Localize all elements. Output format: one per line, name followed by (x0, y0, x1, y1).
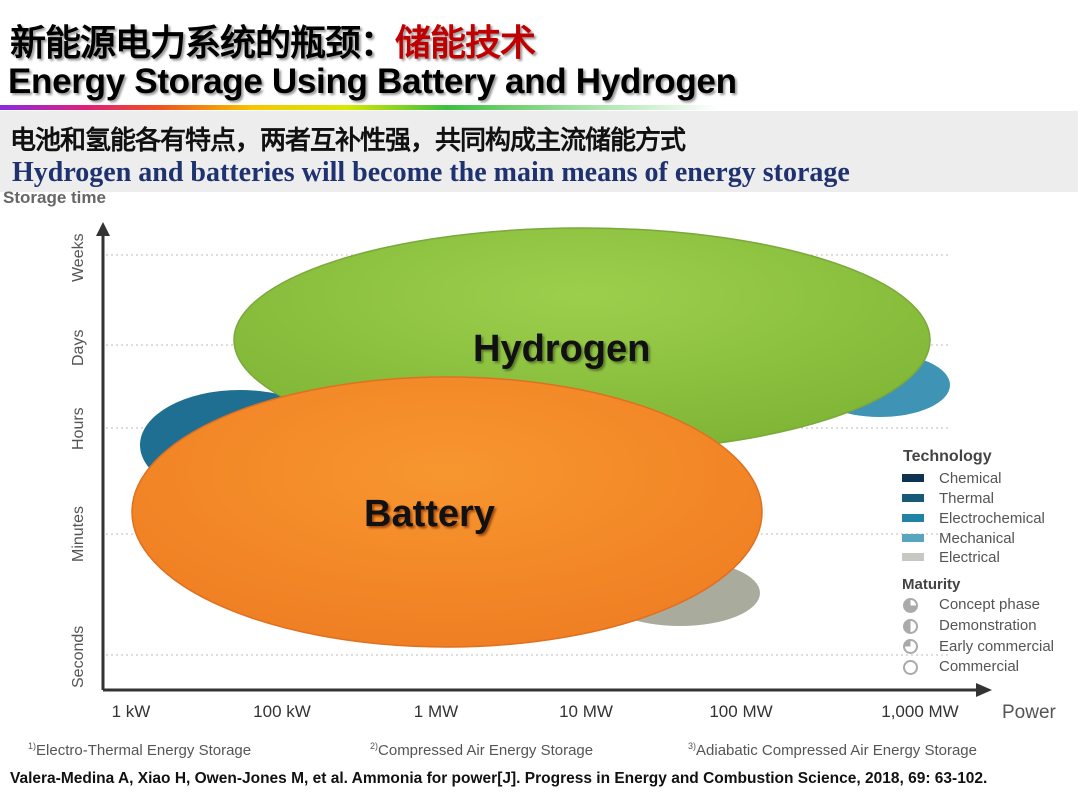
legend-item: Early commercial (939, 638, 1055, 655)
rainbow-divider (0, 105, 720, 110)
x-tick: 100 kW (253, 702, 311, 721)
footnote-num: 3) (688, 741, 697, 751)
battery-label: Battery (364, 493, 495, 535)
hydrogen-label: Hydrogen (473, 328, 651, 370)
y-tick-weeks: Weeks (70, 233, 87, 282)
legend-technology-title: Technology (903, 448, 992, 465)
footnote-num: 1) (28, 741, 37, 751)
x-axis-label: Power (1002, 702, 1056, 723)
legend-swatch-mechanical (902, 534, 924, 542)
subtitle-band (0, 111, 1078, 192)
title-en: Energy Storage Using Battery and Hydroge… (8, 62, 737, 101)
legend-swatch-electrochemical (902, 514, 924, 522)
y-axis-label: Storage time (3, 188, 106, 207)
title-cn-highlight: 储能技术 (395, 23, 536, 64)
legend-item: Demonstration (939, 617, 1037, 634)
legend-item: Electrochemical (939, 510, 1045, 527)
legend-maturity-title: Maturity (902, 576, 961, 593)
x-tick: 10 MW (559, 702, 613, 721)
legend-item: Commercial (939, 658, 1020, 675)
legend-swatch-electrical (902, 553, 924, 561)
subtitle-cn: 电池和氢能各有特点，两者互补性强，共同构成主流储能方式 (10, 126, 686, 156)
subtitle-en: Hydrogen and batteries will become the m… (12, 157, 850, 188)
footnote-1: 1)Electro-Thermal Energy Storage (28, 741, 251, 759)
legend-item: Chemical (939, 470, 1002, 487)
y-axis-arrow (96, 222, 110, 236)
legend-item: Thermal (939, 490, 995, 507)
footnote-2: 2)Compressed Air Energy Storage (370, 741, 593, 759)
x-axis-arrow (976, 683, 992, 697)
y-tick-minutes: Minutes (70, 505, 87, 562)
concept-phase-icon (903, 598, 918, 613)
footnote-text: Compressed Air Energy Storage (378, 742, 594, 759)
legend-swatch-chemical (902, 474, 924, 482)
footnote-3: 3)Adiabatic Compressed Air Energy Storag… (688, 741, 977, 759)
footnote-num: 2) (370, 741, 379, 751)
battery-region (131, 376, 763, 648)
y-tick-hours: Hours (70, 407, 87, 450)
legend-item: Concept phase (939, 596, 1040, 613)
x-tick: 1 MW (413, 702, 459, 721)
footnote-text: Adiabatic Compressed Air Energy Storage (696, 742, 977, 759)
y-tick-seconds: Seconds (70, 625, 87, 688)
citation: Valera-Medina A, Xiao H, Owen-Jones M, e… (10, 770, 988, 787)
x-tick: 100 MW (709, 702, 773, 721)
title-cn-main: 新能源电力系统的瓶颈： (10, 23, 396, 64)
x-tick: 1 kW (111, 702, 151, 721)
x-tick: 1,000 MW (881, 702, 959, 721)
legend-swatch-thermal (902, 494, 924, 502)
title-cn: 新能源电力系统的瓶颈：储能技术 (10, 14, 536, 66)
y-tick-days: Days (70, 329, 87, 366)
early-commercial-icon (903, 639, 918, 654)
commercial-icon (903, 660, 918, 675)
legend-item: Mechanical (939, 530, 1015, 547)
demonstration-icon (903, 619, 918, 634)
footnote-text: Electro-Thermal Energy Storage (36, 742, 252, 759)
legend-item: Electrical (939, 549, 1000, 566)
